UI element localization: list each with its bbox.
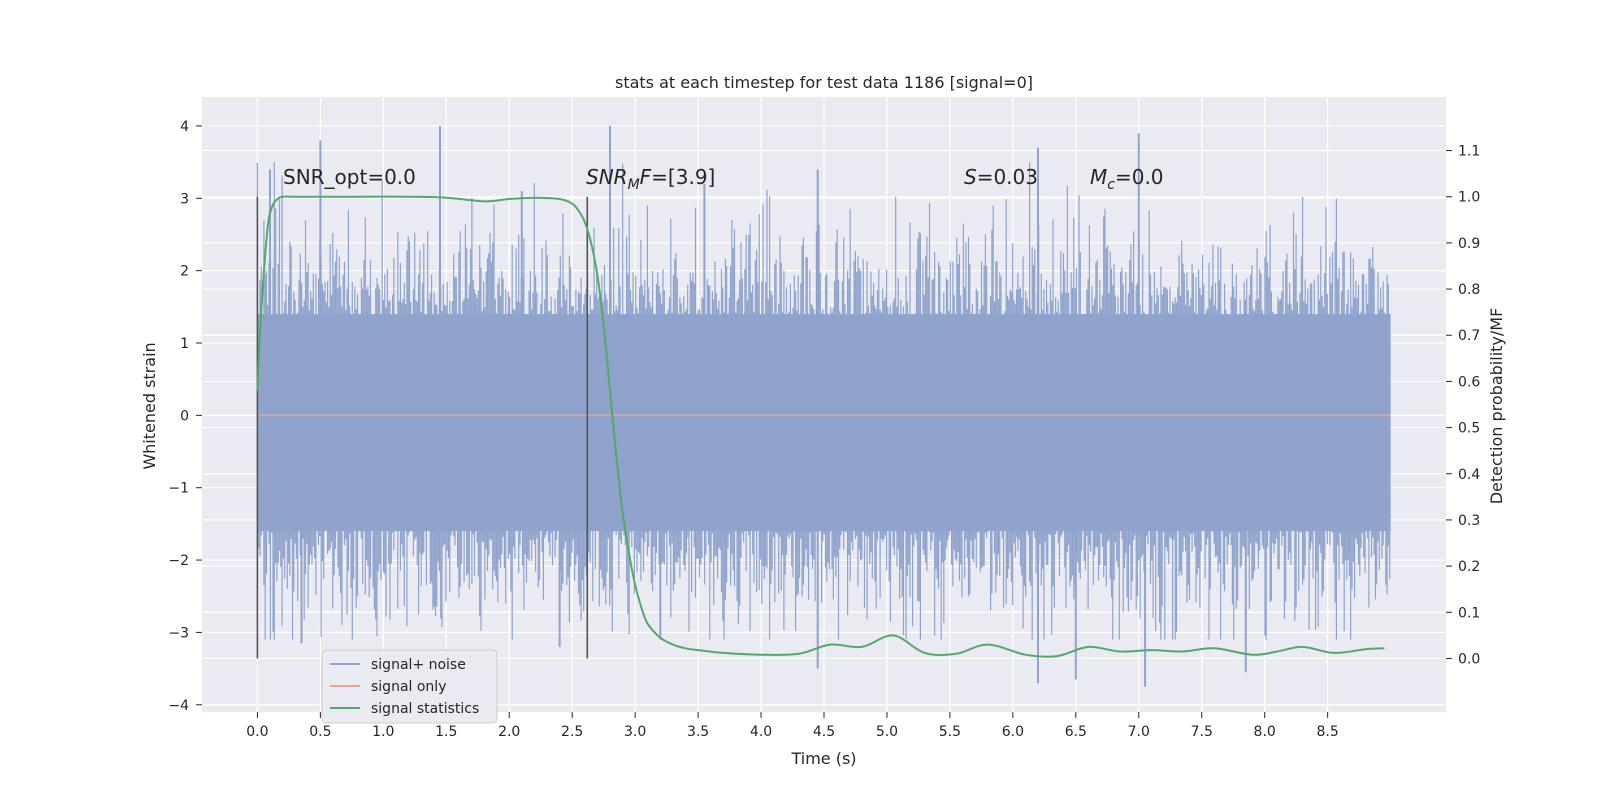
snr-mf-annotation: SNRMF=[3.9] — [586, 165, 715, 193]
x-tick-label: 3.0 — [624, 724, 646, 740]
y2-tick-label: 0.9 — [1458, 236, 1480, 252]
y2-tick-label: 0.3 — [1458, 513, 1480, 529]
x-tick-label: 1.0 — [372, 724, 394, 740]
y-tick-label: 2 — [180, 264, 189, 280]
y-tick-label: 0 — [180, 408, 189, 424]
x-tick-label: 6.0 — [1002, 724, 1024, 740]
legend: signal+ noise signal only signal statist… — [321, 649, 498, 724]
x-tick-label: 2.5 — [561, 724, 583, 740]
x-tick-label: 0.5 — [309, 724, 331, 740]
y-axis-label: Whitened strain — [140, 342, 159, 469]
y-tick-label: −3 — [168, 625, 189, 641]
y2-tick-label: 0.1 — [1458, 605, 1480, 621]
x-tick-label: 4.0 — [750, 724, 772, 740]
x-tick-label: 7.5 — [1191, 724, 1213, 740]
x-tick-label: 7.0 — [1128, 724, 1150, 740]
statistics-line — [256, 195, 1385, 658]
vertical-markers — [256, 196, 589, 659]
x-tick-label: 0.0 — [246, 724, 268, 740]
legend-label-statistics: signal statistics — [371, 701, 479, 717]
x-tick-label: 3.5 — [687, 724, 709, 740]
y-tick-label: 1 — [180, 336, 189, 352]
s-annotation: S=0.03 — [964, 165, 1038, 189]
ticks: 0.0 0.5 1.0 1.5 2.0 2.5 3.0 3.5 4.0 4.5 5.0 5.5 6.0 6… — [168, 119, 1480, 740]
signal-noise-series — [256, 125, 1391, 687]
y2-tick-label: 0.7 — [1458, 328, 1480, 344]
y-tick-label: −2 — [168, 553, 189, 569]
x-tick-label: 5.0 — [876, 724, 898, 740]
y2-tick-label: 0.5 — [1458, 421, 1480, 437]
y2-tick-label: 1.0 — [1458, 190, 1480, 206]
legend-label-signal-only: signal only — [371, 679, 446, 695]
y2-tick-label: 0.2 — [1458, 559, 1480, 575]
y-tick-label: 4 — [180, 119, 189, 135]
mc-annotation: Mc=0.0 — [1090, 165, 1164, 193]
y2-axis-label: Detection probability/MF — [1487, 308, 1506, 505]
y2-tick-label: 0.4 — [1458, 467, 1480, 483]
y2-tick-label: 0.8 — [1458, 282, 1480, 298]
y-tick-label: −1 — [168, 481, 189, 497]
y2-tick-label: 0.0 — [1458, 651, 1480, 667]
legend-label-noise: signal+ noise — [371, 657, 466, 673]
noise-outliers — [269, 125, 1247, 687]
x-tick-label: 8.5 — [1317, 724, 1339, 740]
signal-statistics-series — [256, 195, 1385, 658]
y-tick-label: 3 — [180, 191, 189, 207]
snr-opt-annotation: SNR_opt=0.0 — [283, 165, 416, 189]
x-tick-label: 6.5 — [1065, 724, 1087, 740]
chart-title: stats at each timestep for test data 118… — [615, 73, 1033, 92]
y-tick-label: −4 — [168, 698, 189, 714]
legend-box — [321, 649, 498, 724]
y2-tick-label: 1.1 — [1458, 144, 1480, 160]
x-tick-label: 2.0 — [498, 724, 520, 740]
x-tick-label: 4.5 — [813, 724, 835, 740]
x-axis-label: Time (s) — [790, 749, 856, 768]
x-tick-label: 1.5 — [435, 724, 457, 740]
y2-tick-label: 0.6 — [1458, 374, 1480, 390]
x-tick-label: 5.5 — [939, 724, 961, 740]
x-tick-label: 8.0 — [1254, 724, 1276, 740]
